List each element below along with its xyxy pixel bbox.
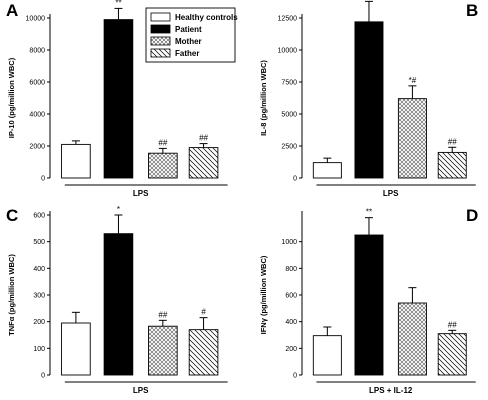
- panel-letter: C: [6, 206, 18, 225]
- y-axis-label: IFNγ (pg/million WBC): [259, 255, 268, 334]
- significance-marker: *: [117, 205, 120, 214]
- legend-swatch: [150, 36, 171, 46]
- legend-label: Patient: [175, 25, 202, 34]
- y-tick-label: 10000: [26, 16, 46, 23]
- significance-marker: ##: [158, 310, 167, 319]
- y-tick-label: 12500: [278, 16, 298, 23]
- bar-patient: [103, 233, 134, 376]
- y-tick-label: 500: [33, 239, 45, 246]
- y-tick-label: 600: [33, 213, 45, 220]
- y-axis-label: IL-8 (pg/million WBC): [259, 60, 268, 136]
- x-axis-label: LPS: [133, 386, 149, 395]
- significance-marker: ##: [448, 137, 457, 146]
- legend: Healthy controls Patient Mother Father: [145, 7, 238, 63]
- y-tick-label: 600: [285, 293, 297, 300]
- bar-healthy-controls: [61, 322, 91, 376]
- x-axis-label: LPS: [133, 189, 149, 198]
- bar-mother: [397, 302, 427, 376]
- significance-marker: ##: [199, 134, 208, 143]
- y-tick-label: 800: [285, 266, 297, 273]
- y-tick-label: 0: [293, 373, 297, 380]
- panel-letter: B: [466, 1, 478, 20]
- y-tick-label: 6000: [29, 80, 45, 87]
- x-axis-label: LPS: [383, 189, 399, 198]
- bar-mother: [148, 152, 178, 179]
- y-tick-label: 7500: [281, 80, 297, 87]
- bar-patient: [354, 21, 384, 179]
- legend-label: Father: [175, 49, 199, 58]
- y-tick-label: 200: [33, 319, 45, 326]
- significance-marker: ##: [448, 320, 457, 329]
- significance-marker: *#: [409, 76, 417, 85]
- x-axis-label: LPS + IL-12: [369, 386, 413, 395]
- y-tick-label: 2000: [29, 144, 45, 151]
- panel-D: D 0 200 400 600 800 1000 IFNγ (pg/million WBC) *…: [259, 206, 478, 395]
- y-tick-label: 4000: [29, 112, 45, 119]
- y-tick-label: 5000: [281, 112, 297, 119]
- y-tick-label: 200: [285, 346, 297, 353]
- panel-C: C 0 100 200 300 400 500 600 TNFα (pg/million WBC…: [6, 205, 228, 395]
- legend-label: Mother: [175, 37, 202, 46]
- y-tick-label: 0: [41, 176, 45, 183]
- panel-letter: D: [466, 206, 478, 225]
- significance-marker: **: [115, 0, 121, 7]
- panel-A: A 0 2000 4000 6000 8000 10000 IP-10 (pg/million…: [6, 0, 228, 198]
- bar-patient: [354, 234, 384, 376]
- bar-healthy-controls: [61, 143, 91, 179]
- y-tick-label: 8000: [29, 48, 45, 55]
- significance-marker: ##: [158, 138, 167, 147]
- y-tick-label: 100: [33, 346, 45, 353]
- y-tick-label: 0: [293, 176, 297, 183]
- y-tick-label: 400: [33, 266, 45, 273]
- significance-marker: #: [201, 308, 206, 317]
- legend-label: Healthy controls: [175, 13, 238, 22]
- bar-father: [437, 151, 467, 179]
- significance-marker: **: [366, 208, 372, 217]
- bar-father: [437, 333, 467, 376]
- y-tick-label: 1000: [281, 239, 297, 246]
- bar-healthy-controls: [312, 162, 342, 179]
- legend-swatch: [150, 48, 171, 58]
- bar-father: [188, 147, 219, 179]
- y-axis-label: IP-10 (pg/million WBC): [7, 57, 16, 138]
- y-tick-label: 400: [285, 319, 297, 326]
- y-tick-label: 2500: [281, 144, 297, 151]
- bar-healthy-controls: [312, 335, 342, 376]
- legend-swatch: [150, 24, 171, 34]
- bar-father: [188, 329, 219, 376]
- bar-patient: [103, 19, 134, 179]
- y-tick-label: 0: [41, 373, 45, 380]
- panel-B: B 0 2500 5000 7500 10000 12500 IL-8 (pg/million…: [259, 0, 478, 198]
- y-axis-label: TNFα (pg/million WBC): [7, 254, 16, 336]
- bar-mother: [148, 325, 178, 376]
- y-tick-label: 300: [33, 293, 45, 300]
- panel-letter: A: [6, 1, 18, 20]
- bar-mother: [397, 98, 427, 179]
- y-tick-label: 10000: [278, 48, 298, 55]
- legend-swatch: [150, 12, 171, 22]
